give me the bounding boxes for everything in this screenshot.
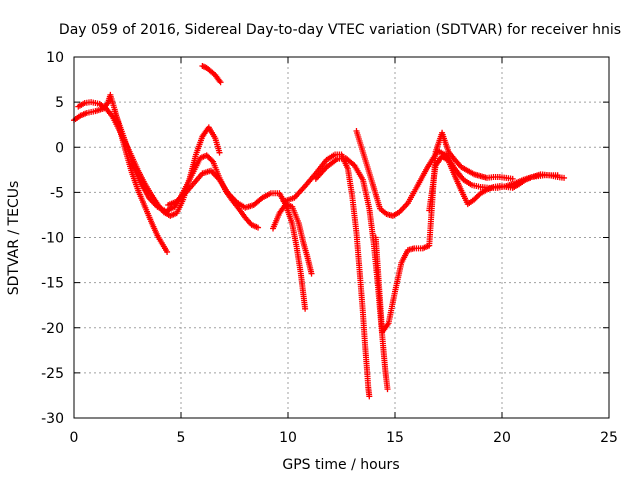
data-point <box>217 79 224 86</box>
data-point <box>255 224 262 231</box>
series-arc-10 <box>372 129 516 336</box>
data-point-fill <box>208 157 215 164</box>
data-point <box>308 270 315 277</box>
grid-lines <box>74 57 609 418</box>
y-tick-label: 5 <box>55 95 64 111</box>
x-tick-label: 15 <box>386 430 404 446</box>
data-point <box>164 248 171 255</box>
data-point <box>302 305 309 312</box>
x-tick-label: 5 <box>177 430 186 446</box>
series-arc-7 <box>280 151 373 400</box>
data-point <box>561 174 568 181</box>
y-tick-label: -5 <box>50 185 64 201</box>
data-point <box>509 175 516 182</box>
series-arc-5 <box>199 63 224 86</box>
x-tick-label: 10 <box>279 430 297 446</box>
x-tick-label: 25 <box>600 430 618 446</box>
y-tick-label: 10 <box>46 50 64 66</box>
y-tick-label: -15 <box>41 276 64 292</box>
data-point <box>366 393 373 400</box>
y-tick-label: -25 <box>41 366 64 382</box>
x-tick-labels: 0 5 10 15 20 25 <box>70 430 618 446</box>
series-arc-1 <box>71 91 171 255</box>
series-arc-9 <box>353 128 568 219</box>
y-tick-label: -20 <box>41 321 64 337</box>
data-point <box>216 149 223 156</box>
x-tick-label: 20 <box>493 430 511 446</box>
y-tick-labels: 10 5 0 -5 -10 -15 -20 -25 -30 <box>41 50 64 427</box>
series-arc-11 <box>426 153 561 214</box>
y-tick-label: 0 <box>55 140 64 156</box>
axis-ticks <box>73 56 610 419</box>
y-axis-label: SDTVAR / TECUs <box>6 181 22 296</box>
series-arc-4 <box>165 167 309 312</box>
series-arc-3 <box>111 108 262 231</box>
y-tick-label: -10 <box>41 231 64 247</box>
data-point <box>384 386 391 393</box>
chart-title: Day 059 of 2016, Sidereal Day-to-day VTE… <box>59 22 621 38</box>
y-tick-label: -30 <box>41 411 64 427</box>
x-axis-label: GPS time / hours <box>282 457 399 473</box>
x-tick-label: 0 <box>70 430 79 446</box>
data-point <box>554 172 561 179</box>
data-points <box>71 63 568 400</box>
